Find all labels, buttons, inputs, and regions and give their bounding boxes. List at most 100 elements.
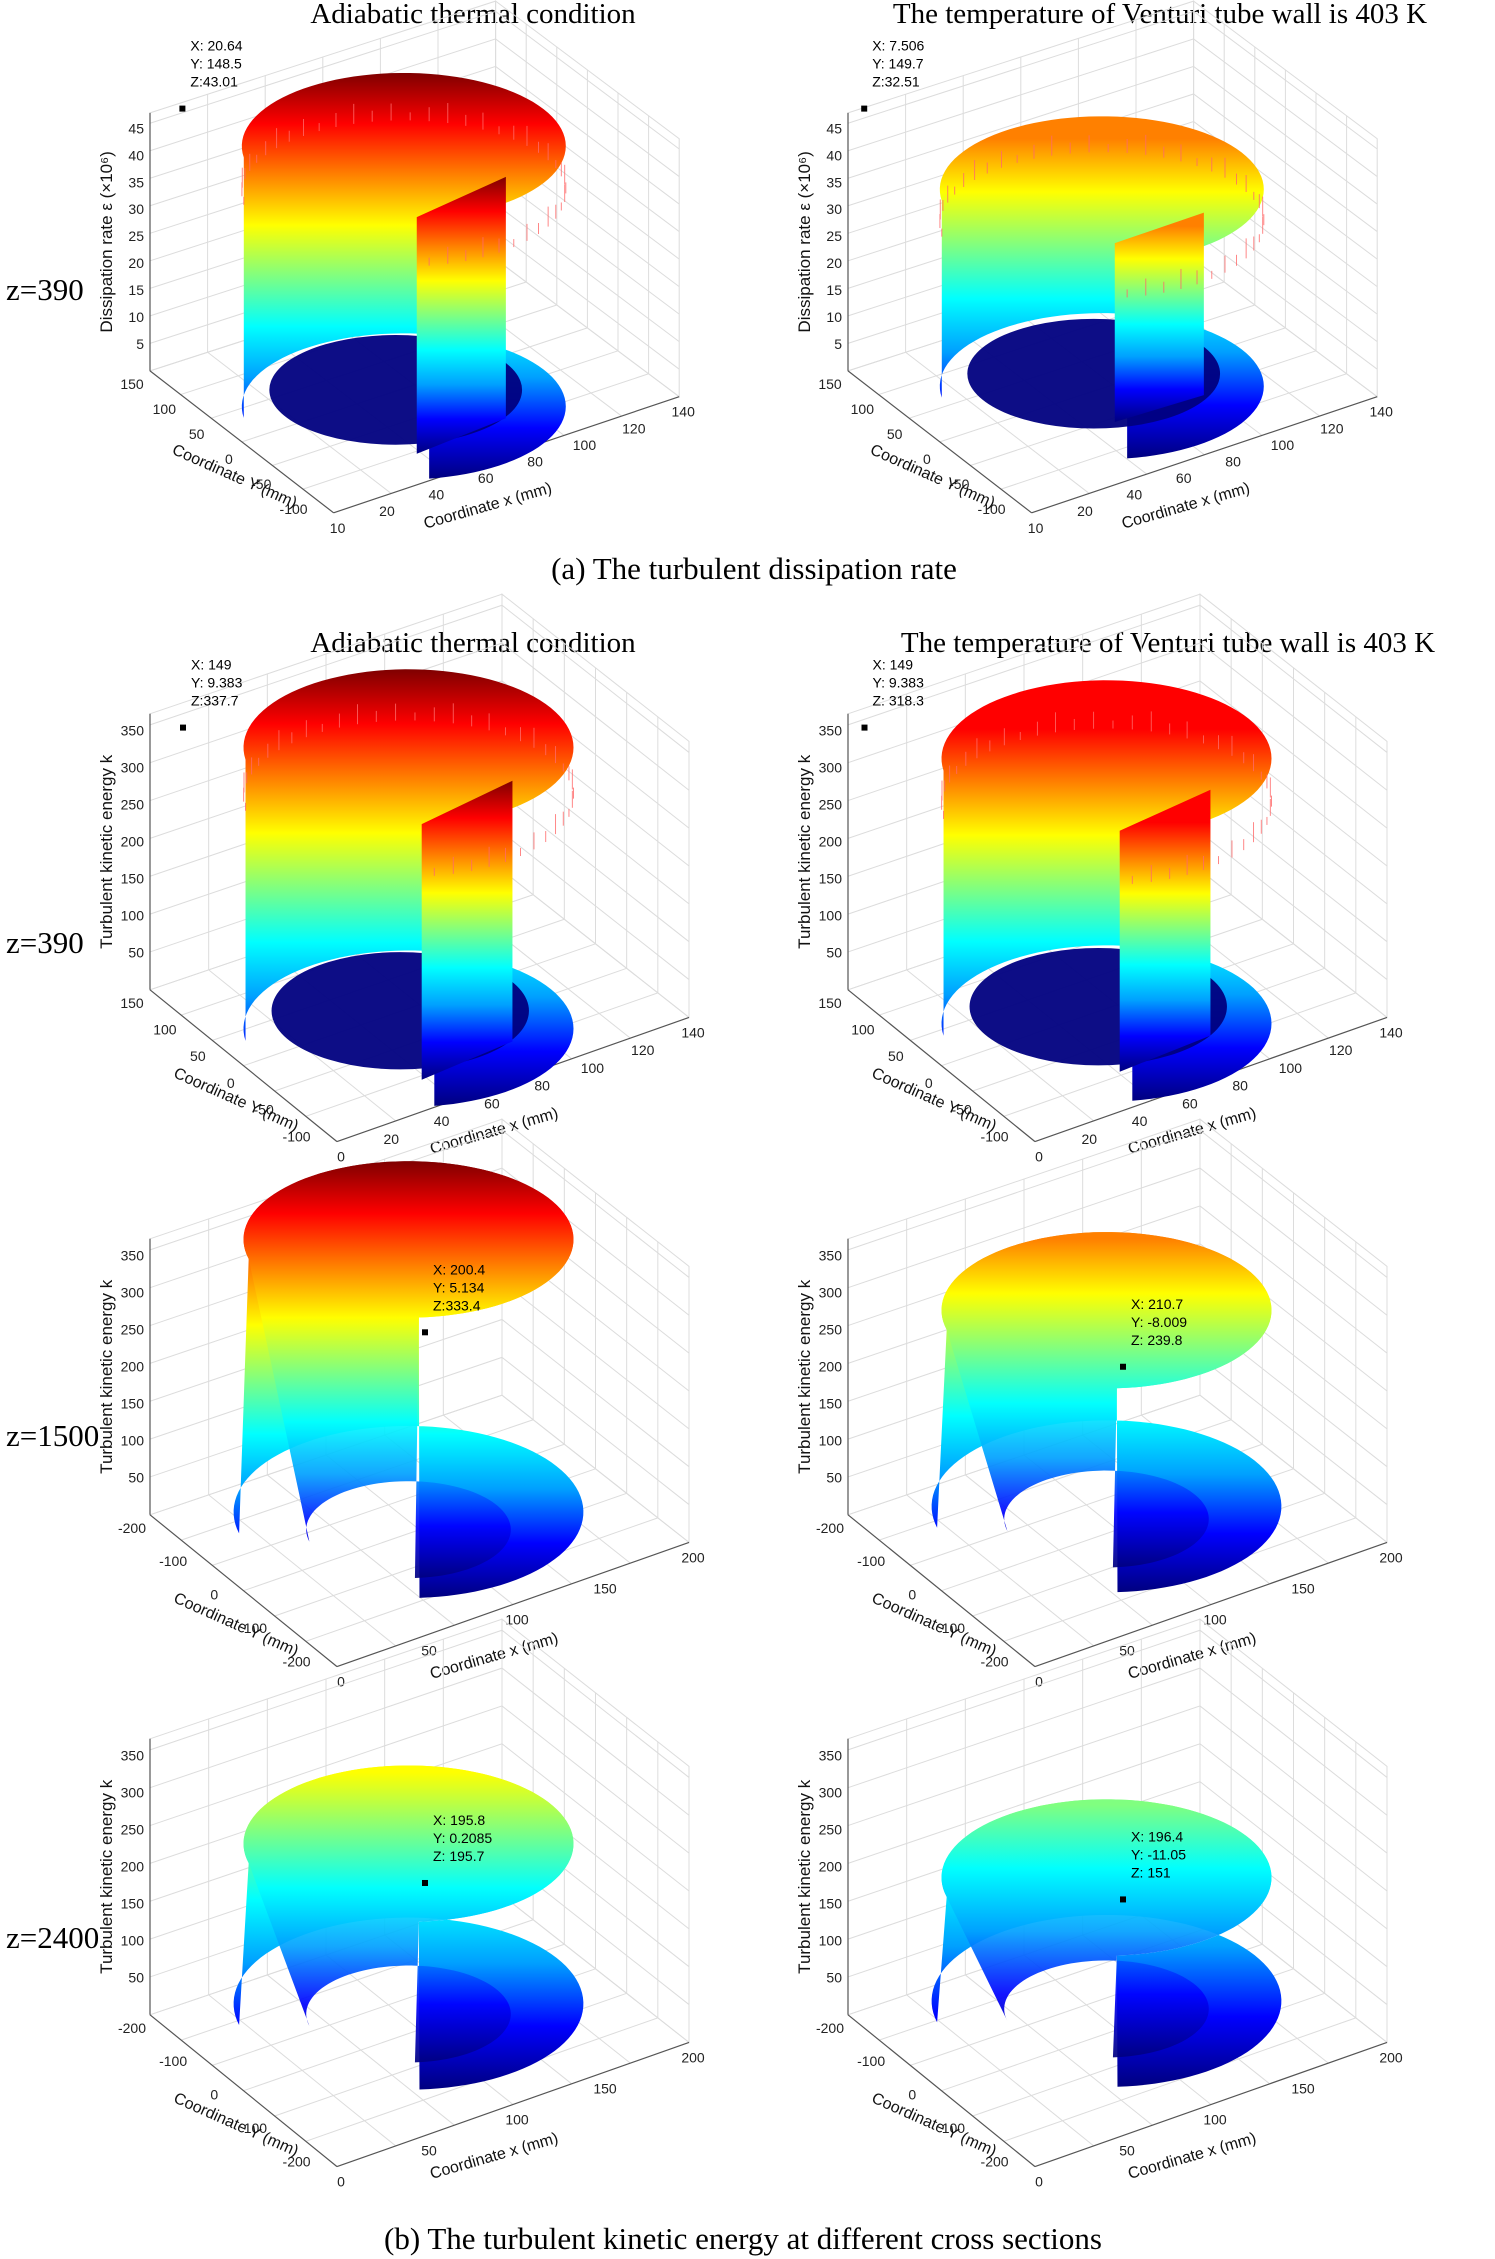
axis-lines <box>847 112 1378 514</box>
z-axis-label: Dissipation rate ε (×10⁶) <box>97 151 116 332</box>
y-tick-label: 50 <box>888 1048 904 1064</box>
column-title-a-right: The temperature of Venturi tube wall is … <box>893 0 1427 30</box>
datatip-line: Z:337.7 <box>191 693 239 709</box>
datatip-line: Y: 9.383 <box>873 675 925 691</box>
datatip-line: Z: 239.8 <box>1131 1332 1183 1348</box>
x-tick-label: 80 <box>534 1078 550 1094</box>
x-tick-labels: 0 50 100 150 200 <box>1035 2049 1403 2189</box>
x-tick-label: 100 <box>505 1612 529 1628</box>
z-tick-labels: 5 10 15 20 25 30 35 40 45 <box>826 120 842 352</box>
z-tick-label: 5 <box>136 336 144 352</box>
surface-ridge-inner <box>243 1765 574 2063</box>
datatip-marker <box>1120 1896 1126 1903</box>
y-tick-label: 0 <box>908 2087 916 2103</box>
z-gridline <box>149 1629 690 1778</box>
datatip-line: Y: -11.05 <box>1131 1846 1186 1862</box>
y-tick-label: -100 <box>280 501 308 517</box>
z-tick-label: 350 <box>819 1747 843 1763</box>
surface <box>931 1799 1282 2087</box>
x-tick-label: 40 <box>1127 487 1143 503</box>
x-tick-labels: 0 50 100 150 200 <box>337 2049 705 2189</box>
y-axis-line <box>847 2014 1036 2168</box>
y-tick-label: -200 <box>283 2153 311 2169</box>
x-tick-label: 80 <box>1225 453 1241 469</box>
y-tick-labels: 150 100 50 0 -50 -100 <box>120 995 310 1145</box>
z-tick-label: 250 <box>121 796 145 812</box>
z-tick-label: 5 <box>834 336 842 352</box>
z-tick-label: 50 <box>128 1470 144 1486</box>
datatip-line: X: 149 <box>191 657 232 673</box>
surface <box>939 116 1265 459</box>
y-tick-label: 150 <box>818 995 842 1011</box>
z-tick-label: 30 <box>826 201 842 217</box>
row-label-b-z390: z=390 <box>6 925 84 960</box>
datatip-marker <box>422 1329 428 1336</box>
z-tick-label: 100 <box>819 908 843 924</box>
x-tick-label: 20 <box>379 503 395 519</box>
y-tick-label: -200 <box>816 1520 844 1536</box>
datatip-marker <box>179 105 186 112</box>
datatip-line: Y: 0.2085 <box>433 1830 492 1846</box>
y-tick-label: 0 <box>210 1587 218 1603</box>
x-tick-label: 40 <box>434 1113 450 1129</box>
y-tick-label: 0 <box>925 1075 933 1091</box>
z-tick-label: 150 <box>819 871 843 887</box>
datatip: X: 149 Y: 9.383 Z:337.7 <box>180 657 243 731</box>
surface <box>233 1765 584 2090</box>
x-tick-label: 100 <box>1203 1612 1227 1628</box>
column-title-b-left: Adiabatic thermal condition <box>310 627 636 659</box>
z-gridline <box>847 1667 1388 1816</box>
x-tick-label: 150 <box>593 2080 617 2096</box>
y-tick-label: 100 <box>244 2120 268 2136</box>
x-tick-label: 200 <box>1379 1549 1403 1565</box>
datatip: X: 149 Y: 9.383 Z: 318.3 <box>861 657 925 731</box>
datatip-line: Z:43.01 <box>190 74 238 90</box>
y-axis-line <box>847 1514 1036 1668</box>
x-tick-label: 150 <box>1291 2080 1315 2096</box>
chart-panel-8: 50 100 150 200 250 300 350 Turbulent kinetic en… <box>795 1618 1403 2190</box>
x-tick-label: 0 <box>1035 2174 1043 2190</box>
x-tick-labels: 0 50 100 150 200 <box>337 1549 705 1689</box>
axis-lines <box>847 1738 1388 2168</box>
y-tick-labels: -200 -100 0 100 -200 <box>816 2020 1009 2170</box>
datatip: X: 210.7 Y: -8.009 Z: 239.8 <box>1120 1296 1187 1370</box>
x-tick-label: 100 <box>573 437 597 453</box>
y-tick-label: -100 <box>857 2053 885 2069</box>
z-tick-labels: 50 100 150 200 250 300 350 <box>819 1247 843 1485</box>
y-tick-labels: -200 -100 0 100 -200 <box>118 1520 311 1670</box>
y-tick-label: -200 <box>118 2020 146 2036</box>
z-tick-label: 250 <box>819 796 843 812</box>
datatip-line: Y: 148.5 <box>190 56 242 72</box>
y-tick-label: 50 <box>887 426 903 442</box>
x-tick-label: 120 <box>1320 420 1344 436</box>
z-tick-label: 350 <box>121 1247 145 1263</box>
x-tick-label: 120 <box>622 420 646 436</box>
panels: 5 10 15 20 25 30 35 40 45 Dissipation rate ε (×10… <box>97 0 1403 2190</box>
row-label-b-z1500: z=1500 <box>6 1418 99 1453</box>
z-axis-label: Turbulent kinetic energy k <box>97 754 116 949</box>
x-tick-label: 20 <box>1077 503 1093 519</box>
x-tick-label: 80 <box>527 453 543 469</box>
x-axis-line <box>1034 2041 1388 2168</box>
x-tick-label: 120 <box>631 1042 655 1058</box>
y-tick-label: 50 <box>190 1048 206 1064</box>
y-tick-label: -50 <box>251 476 271 492</box>
x-tick-label: 40 <box>429 487 445 503</box>
y-tick-label: -50 <box>952 1102 972 1118</box>
surface-ridge-inner <box>243 1161 574 1579</box>
x-tick-label: 50 <box>1119 1643 1135 1659</box>
z-tick-label: 15 <box>826 282 842 298</box>
y-axis-label: Coordinate Y (mm) <box>171 2090 301 2160</box>
z-tick-label: 250 <box>819 1821 843 1837</box>
x-axis-line <box>1034 1541 1388 1668</box>
y-tick-label: -50 <box>254 1102 274 1118</box>
x-tick-label: 0 <box>337 1149 345 1165</box>
y-tick-label: -100 <box>978 501 1006 517</box>
x-tick-label: 100 <box>581 1060 605 1076</box>
x-tick-label: 50 <box>421 1643 437 1659</box>
column-title-a-left: Adiabatic thermal condition <box>310 0 636 30</box>
z-tick-label: 15 <box>128 282 144 298</box>
z-tick-label: 100 <box>819 1933 843 1949</box>
z-axis-label: Turbulent kinetic energy k <box>795 1279 814 1474</box>
